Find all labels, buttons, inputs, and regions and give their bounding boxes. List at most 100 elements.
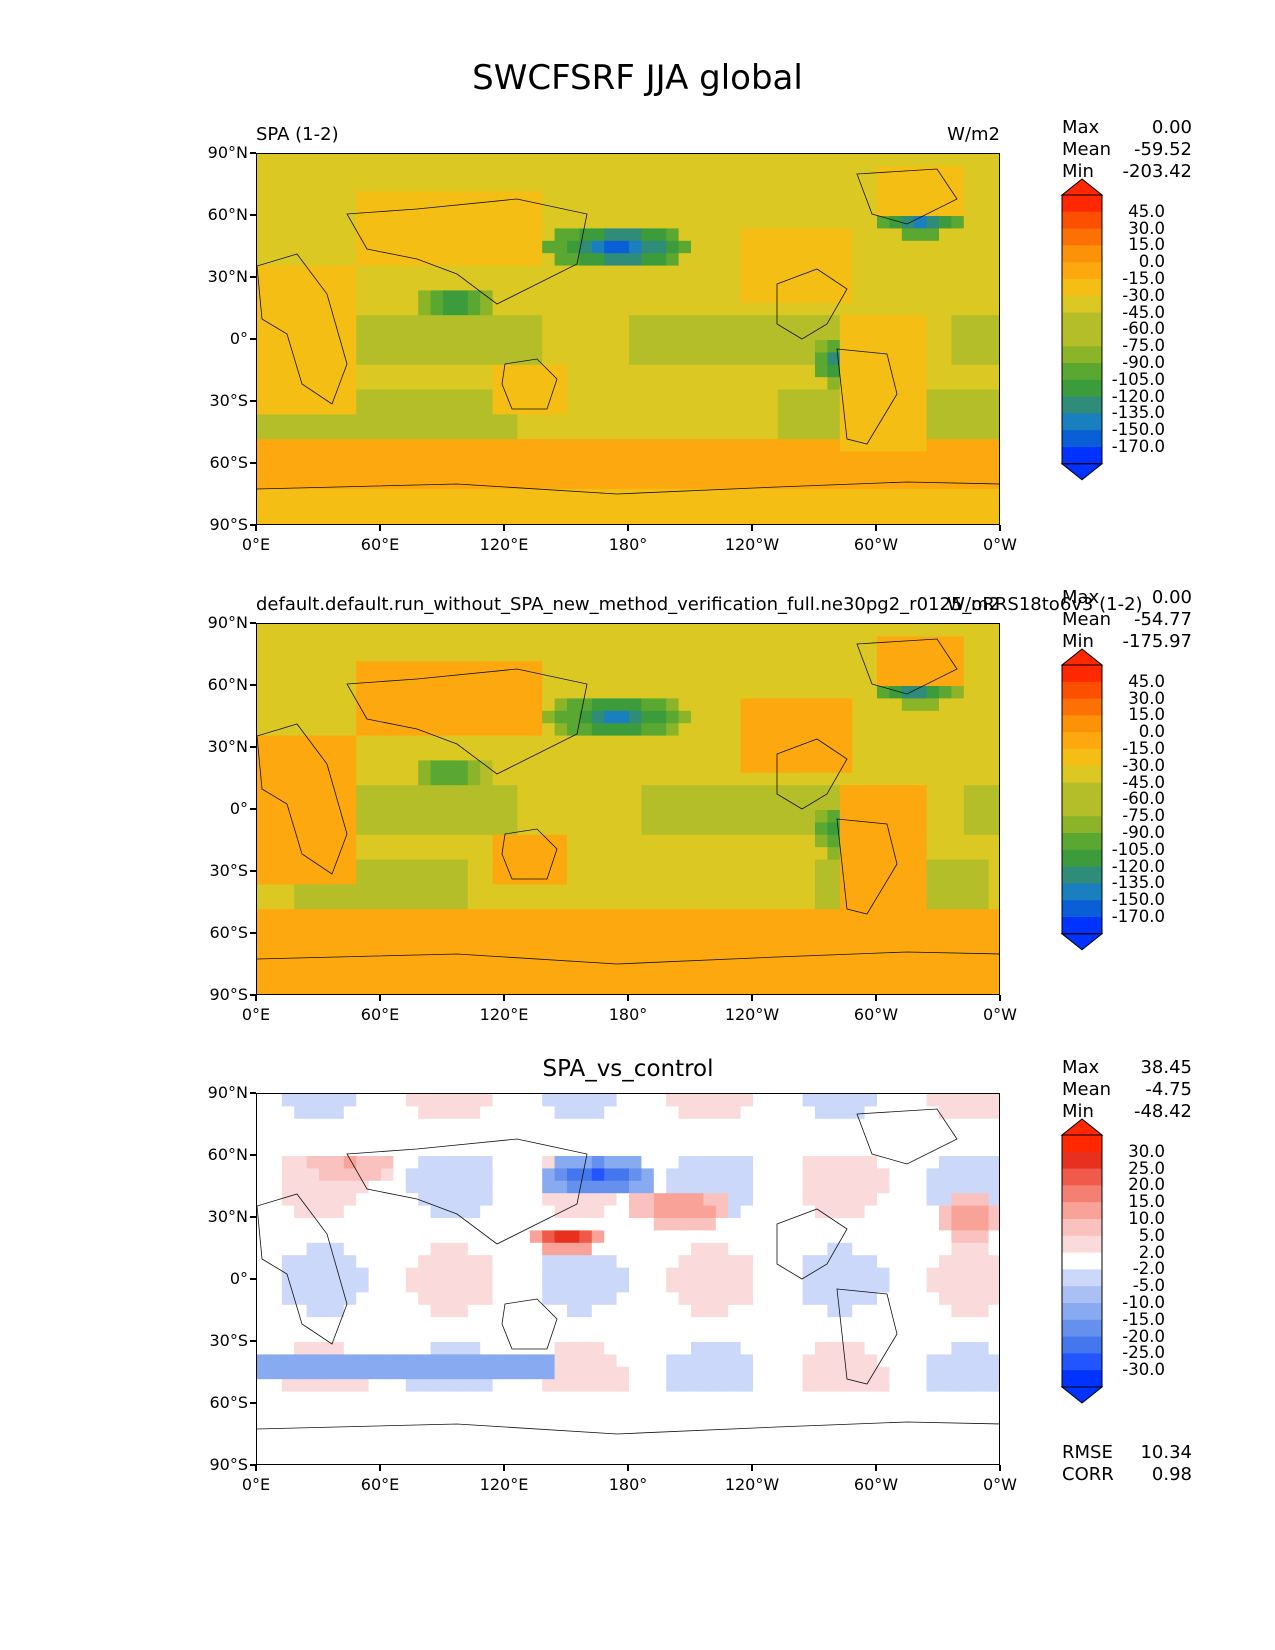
map-cell (728, 203, 742, 217)
map-cell (418, 228, 432, 242)
coastline (856, 168, 958, 225)
map-cell (852, 377, 866, 391)
map-cell (963, 1131, 977, 1145)
map-cell (740, 1304, 754, 1318)
map-cell (368, 1342, 382, 1355)
map-cell (827, 1329, 841, 1343)
map-cell (443, 810, 456, 823)
map-cell (616, 1106, 630, 1120)
map-cell (405, 946, 419, 960)
map-cell (567, 1255, 580, 1269)
map-cell (740, 884, 754, 898)
map-cell (765, 884, 779, 898)
map-cell (281, 735, 295, 749)
map-cell (343, 1230, 357, 1244)
map-cell (418, 402, 432, 415)
map-cell (567, 958, 580, 972)
map-cell (269, 464, 283, 477)
map-cell (517, 1143, 531, 1157)
map-cell (864, 859, 878, 873)
map-cell (306, 154, 320, 167)
map-cell (579, 1292, 593, 1306)
map-cell (542, 1205, 556, 1219)
map-cell (393, 290, 407, 304)
map-cell (852, 983, 866, 994)
map-cell (715, 340, 729, 353)
map-cell (269, 1317, 283, 1331)
map-cell (480, 1180, 494, 1194)
map-cell (951, 439, 965, 453)
map-cell (281, 710, 295, 724)
map-cell (306, 315, 320, 329)
map-cell (988, 377, 999, 391)
map-cell (480, 847, 494, 861)
map-cell (567, 1317, 580, 1331)
map-cell (703, 402, 717, 415)
map-cell (505, 934, 518, 947)
map-cell (765, 748, 779, 761)
map-cell (443, 934, 456, 947)
map-cell (926, 896, 940, 910)
map-cell (294, 797, 308, 811)
map-cell (567, 1267, 580, 1281)
map-cell (740, 971, 754, 985)
map-cell (641, 1143, 655, 1157)
map-cell (430, 154, 444, 167)
map-cell (405, 377, 419, 391)
map-cell (963, 364, 977, 378)
map-cell (864, 1118, 878, 1132)
map-cell (294, 847, 308, 861)
map-cell (889, 1218, 903, 1231)
map-cell (517, 414, 531, 428)
map-cell (455, 896, 469, 910)
map-cell (963, 1354, 977, 1368)
map-cell (901, 884, 915, 898)
map-cell (554, 1168, 568, 1182)
map-cell (666, 624, 680, 637)
map-cell (802, 315, 816, 329)
map-cell (542, 797, 556, 811)
map-cell (554, 203, 568, 217)
map-cell (728, 426, 742, 440)
map-cell (691, 154, 704, 167)
map-cell (914, 934, 928, 947)
map-cell (802, 797, 816, 811)
map-cell (951, 971, 965, 985)
map-cell (257, 1180, 270, 1194)
map-cell (480, 1205, 494, 1219)
map-cell (492, 1205, 506, 1219)
map-cell (455, 464, 469, 477)
map-cell (269, 748, 283, 761)
map-cell (815, 810, 828, 823)
map-cell (294, 1094, 308, 1107)
map-cell (901, 971, 915, 985)
map-cell (864, 178, 878, 192)
map-cell (641, 1180, 655, 1194)
map-cell (257, 797, 270, 811)
map-cell (455, 983, 469, 994)
map-cell (319, 1131, 332, 1145)
map-cell (753, 166, 766, 180)
map-cell (418, 934, 432, 947)
map-cell (331, 290, 345, 304)
map-cell (691, 971, 704, 985)
map-cell (939, 686, 952, 699)
map-cell (294, 1317, 308, 1331)
map-cell (765, 909, 779, 923)
map-cell (480, 340, 494, 353)
map-cell (529, 661, 543, 675)
map-cell (529, 909, 543, 923)
map-cell (356, 1168, 370, 1182)
map-cell (356, 884, 370, 898)
map-cell (492, 946, 506, 960)
map-cell (901, 834, 915, 848)
map-cell (926, 797, 940, 811)
map-cell (492, 1242, 506, 1256)
map-cell (579, 735, 593, 749)
map-cell (579, 228, 593, 242)
map-cell (591, 723, 605, 737)
map-cell (505, 154, 518, 167)
map-cell (269, 302, 283, 316)
map-cell (492, 896, 506, 910)
map-cell (393, 278, 407, 291)
